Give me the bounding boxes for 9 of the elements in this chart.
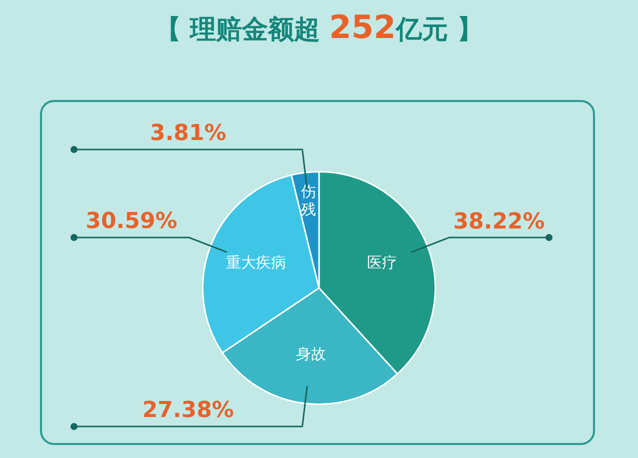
chart-title: 【 理赔金额超 252亿元 】: [155, 8, 483, 46]
slice-label: 伤残: [301, 182, 316, 218]
data-label: 3.81%: [150, 121, 226, 146]
slice-label: 医疗: [366, 254, 397, 272]
data-label: 38.22%: [453, 209, 545, 234]
slice-label: 身故: [296, 344, 326, 363]
data-label: 30.59%: [86, 209, 178, 234]
data-label: 27.38%: [142, 398, 234, 424]
slice-label: 重大疾病: [226, 253, 286, 272]
